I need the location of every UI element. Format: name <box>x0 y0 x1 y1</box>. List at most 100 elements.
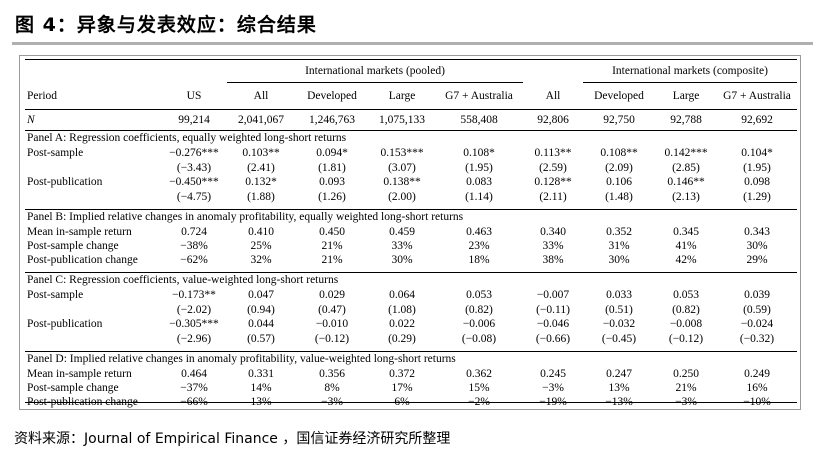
table-cell: 30% <box>391 254 413 266</box>
row-label: Post-publication change <box>27 254 138 266</box>
column-header: US <box>161 82 227 110</box>
table-cell: (−0.11) <box>536 303 570 316</box>
row-label <box>25 331 161 346</box>
column-header: Developed <box>295 82 369 110</box>
table-cell: −37% <box>180 382 208 394</box>
table-row: Post-sample change −37% 14% 8% 17% 15% −3% 13% 2… <box>25 381 797 395</box>
table-cell: 23% <box>468 240 490 252</box>
table-cell: 33% <box>542 240 564 252</box>
table-cell: 38% <box>542 254 564 266</box>
table-cell: 30% <box>608 254 630 266</box>
table-cell: 14% <box>250 382 272 394</box>
table-cell: 0.343 <box>744 226 770 238</box>
table-row: Post-sample change −38% 25% 21% 33% 23% 33% 31%… <box>25 239 797 253</box>
table-row: Post-publication −0.305*** 0.044 −0.010 0.02… <box>25 317 797 331</box>
table-cell: 92,806 <box>523 109 583 131</box>
table-cell: (2.00) <box>388 190 416 203</box>
row-label: Post-sample <box>27 147 84 159</box>
table-cell: 41% <box>675 240 697 252</box>
table-row: Mean in-sample return 0.724 0.410 0.450 0.45… <box>25 225 797 239</box>
row-label: Mean in-sample return <box>27 368 132 380</box>
table-cell: 0.247 <box>606 368 632 380</box>
table-cell: −0.007 <box>536 289 570 301</box>
table-cell: 21% <box>321 254 343 266</box>
table-cell: 31% <box>608 240 630 252</box>
table-cell: 0.103** <box>242 147 280 159</box>
table-cell: 0.372 <box>389 368 415 380</box>
group-header-pooled: International markets (pooled) <box>227 60 523 83</box>
table-cell: −38% <box>180 240 208 252</box>
table-row: Post-publication change −62% 32% 21% 30% 18% 3… <box>25 253 797 267</box>
table-cell: (1.14) <box>465 190 493 203</box>
table-cell: (2.11) <box>539 190 567 203</box>
table-cell: 0.039 <box>744 289 770 301</box>
table-cell: 0.410 <box>248 226 274 238</box>
table-cell: −0.032 <box>602 318 636 330</box>
table-cell: (0.59) <box>743 303 771 316</box>
row-label: Mean in-sample return <box>27 226 132 238</box>
table-cell: 0.138** <box>383 176 421 188</box>
table-cell: −0.305*** <box>169 318 219 330</box>
table-cell: 21% <box>321 240 343 252</box>
column-header: G7 + Australia <box>435 82 523 110</box>
table-bottom-rule <box>25 402 797 403</box>
table-cell: 0.108** <box>600 147 638 159</box>
t-stat-row: (−4.75) (1.88) (1.26) (2.00) (1.14) (2.11) (1.… <box>25 189 797 204</box>
table-cell: 0.249 <box>744 368 770 380</box>
table-cell: 18% <box>468 254 490 266</box>
table-cell: 0.128** <box>534 176 572 188</box>
table-cell: 0.029 <box>319 289 345 301</box>
table-cell: 1,075,133 <box>369 109 435 131</box>
table-cell: 0.356 <box>319 368 345 380</box>
table-cell: −3% <box>542 382 564 394</box>
table-cell: (1.29) <box>743 190 771 203</box>
table-row: Post-sample −0.276*** 0.103** 0.094* 0.153**… <box>25 146 797 160</box>
t-stat-row: (−2.96) (0.57) (−0.12) (0.29) (−0.08) (−0.66)… <box>25 331 797 346</box>
row-label: Post-sample change <box>27 240 119 252</box>
table-cell: 0.093 <box>319 176 345 188</box>
table-cell: 0.053 <box>466 289 492 301</box>
column-header: All <box>523 82 583 110</box>
table-cell: (−2.96) <box>176 332 212 345</box>
t-stat-row: (−2.02) (0.94) (0.47) (1.08) (0.82) (−0.11) (0… <box>25 302 797 317</box>
table-cell: 0.146** <box>667 176 705 188</box>
table-cell: (0.29) <box>388 332 416 345</box>
panel-title: Panel B: Implied relative changes in ano… <box>25 209 797 225</box>
table-cell: 0.459 <box>389 226 415 238</box>
table-cell: 0.108* <box>463 147 495 159</box>
table-cell: 0.450 <box>319 226 345 238</box>
table-cell: (1.48) <box>605 190 633 203</box>
table-cell: 42% <box>675 254 697 266</box>
table-cell: 0.022 <box>389 318 415 330</box>
row-label: N <box>25 109 161 131</box>
row-label: Post-sample change <box>27 382 119 394</box>
table-cell: 0.464 <box>181 368 207 380</box>
table-cell: (0.51) <box>605 303 633 316</box>
table-cell: 0.033 <box>606 289 632 301</box>
table-cell: (3.07) <box>388 161 416 174</box>
row-label: Post-sample <box>27 289 84 301</box>
panel-title: Panel A: Regression coefficients, equall… <box>27 132 347 144</box>
table-cell: 99,214 <box>161 109 227 131</box>
table-cell: 0.362 <box>466 368 492 380</box>
table-cell: 0.153*** <box>380 147 424 159</box>
table-cell: 0.463 <box>466 226 492 238</box>
table-cell: 17% <box>391 382 413 394</box>
table-cell: 0.098 <box>744 176 770 188</box>
table-cell: 0.106 <box>606 176 632 188</box>
table-cell: 92,692 <box>717 109 797 131</box>
table-cell: (2.09) <box>605 161 633 174</box>
table-cell: (2.13) <box>672 190 700 203</box>
table-cell: 0.250 <box>673 368 699 380</box>
table-cell: −0.008 <box>669 318 703 330</box>
table-cell: 33% <box>391 240 413 252</box>
table-cell: 0.113** <box>534 147 572 159</box>
table-cell: 0.104* <box>741 147 773 159</box>
table-row: Mean in-sample return 0.464 0.331 0.356 0.37… <box>25 367 797 381</box>
table-row: Post-sample −0.173** 0.047 0.029 0.064 0.053 −… <box>25 288 797 302</box>
table-cell: (2.41) <box>247 161 275 174</box>
source-note: 资料来源：Journal of Empirical Finance ，国信证券经… <box>14 431 451 447</box>
table-body: International markets (pooled) Internati… <box>25 60 797 409</box>
column-header: Period <box>25 82 161 110</box>
table-cell: 0.142*** <box>664 147 708 159</box>
